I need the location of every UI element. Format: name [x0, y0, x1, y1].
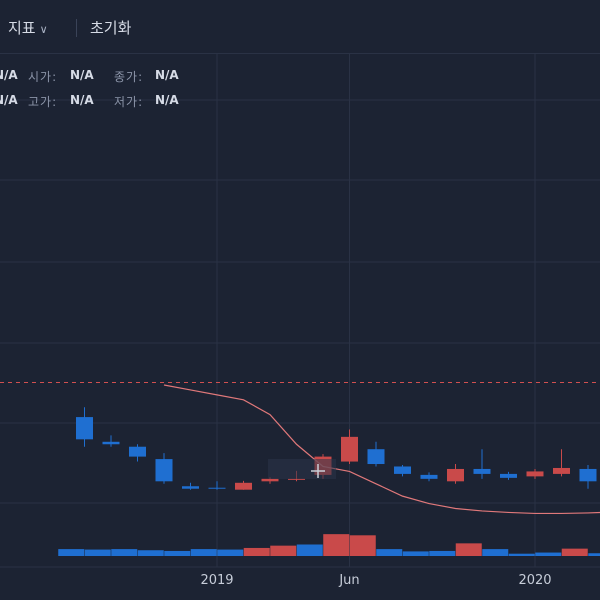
volume-bars	[58, 534, 600, 556]
volume-bar	[323, 534, 350, 556]
legend-label-open: 시가:	[28, 70, 58, 84]
volume-bar	[111, 549, 138, 556]
candle-body	[208, 487, 226, 489]
volume-bar	[84, 549, 111, 556]
volume-bar	[349, 535, 376, 556]
toolbar-divider	[76, 19, 77, 37]
candlestick-series	[76, 407, 597, 490]
legend-label-close: 종가:	[114, 70, 144, 84]
moving-average-line	[163, 384, 600, 515]
candle-body	[155, 459, 173, 482]
candle-body	[526, 471, 544, 477]
crosshair-cursor	[268, 459, 336, 479]
volume-bar	[58, 549, 85, 556]
indicator-dropdown[interactable]: 지표 ∨	[8, 17, 48, 38]
indicator-label: 지표	[8, 19, 36, 37]
volume-bar	[561, 548, 588, 556]
volume-bar	[164, 550, 191, 556]
legend-value: N/A	[0, 68, 18, 82]
volume-bar	[429, 550, 456, 556]
candle-body	[500, 473, 517, 478]
legend-label-low: 저가:	[114, 95, 144, 109]
volume-bar	[588, 553, 600, 556]
chevron-down-icon: ∨	[39, 23, 48, 36]
volume-bar	[270, 545, 297, 556]
candle-body	[420, 474, 438, 479]
volume-bar	[455, 543, 482, 556]
volume-bar	[296, 544, 323, 556]
candle-body	[235, 482, 252, 490]
candle-body	[367, 449, 385, 465]
x-tick-label: 2020	[518, 573, 551, 588]
time-axis: 2019Jun2020Ju	[200, 573, 551, 588]
legend-label-high: 고가:	[28, 95, 58, 109]
candle-body	[447, 468, 464, 482]
reset-button[interactable]: 초기화	[90, 19, 132, 37]
volume-bar	[217, 549, 244, 556]
candle-body	[76, 417, 93, 440]
chart-grid	[0, 54, 600, 567]
candle-body	[288, 478, 305, 480]
volume-bar	[482, 549, 509, 556]
volume-bar	[535, 552, 562, 556]
candle-body	[129, 446, 146, 457]
legend-value-high: N/A	[70, 93, 94, 107]
candle-body	[182, 486, 199, 489]
candle-body	[394, 466, 411, 474]
volume-bar	[508, 553, 535, 556]
x-tick-label: Jun	[338, 573, 359, 588]
chart-toolbar: 지표 ∨ 초기화	[0, 0, 600, 54]
legend-value: N/A	[0, 93, 18, 107]
candle-body	[341, 436, 358, 462]
legend-value-low: N/A	[155, 93, 179, 107]
legend-value-open: N/A	[70, 68, 94, 82]
volume-bar	[402, 551, 429, 556]
volume-bar	[190, 549, 217, 556]
candle-body	[102, 441, 120, 445]
volume-bar	[137, 550, 164, 556]
volume-bar	[376, 549, 403, 556]
candle-body	[553, 467, 570, 474]
candle-body	[261, 478, 279, 482]
x-tick-label: 2019	[200, 573, 233, 588]
candle-body	[579, 468, 597, 482]
legend-value-close: N/A	[155, 68, 179, 82]
candle-body	[473, 468, 491, 474]
volume-bar	[243, 547, 270, 556]
